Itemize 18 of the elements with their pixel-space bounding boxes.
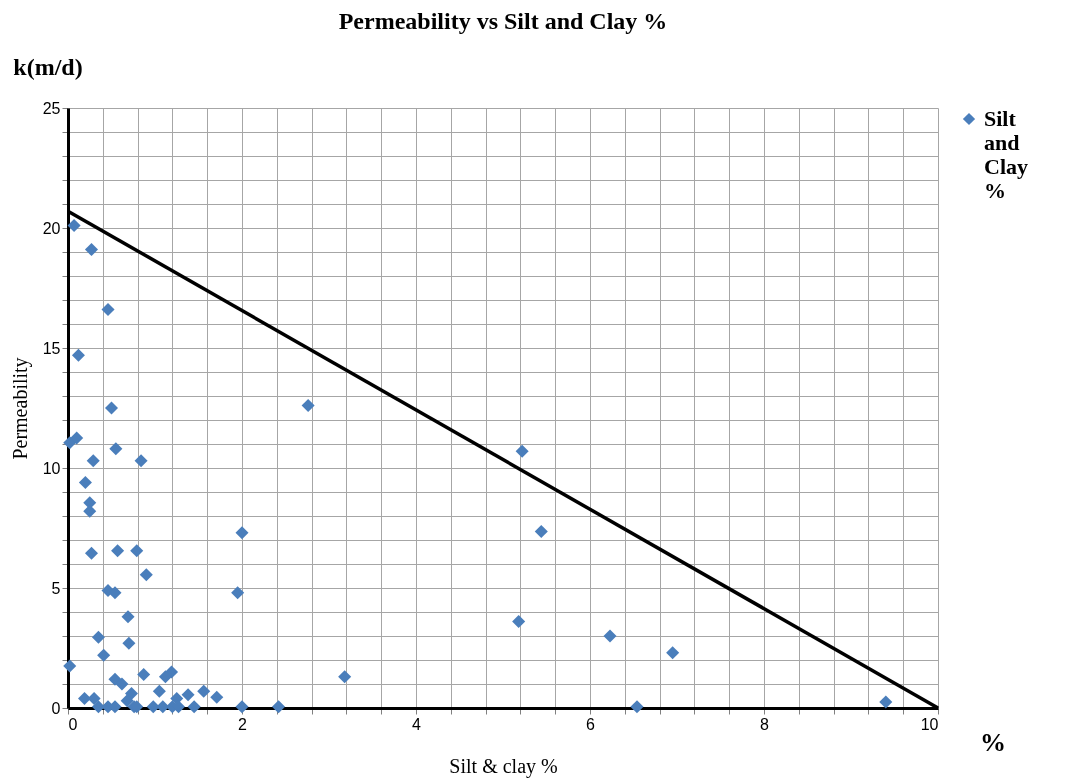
- y-tick-label: 20: [42, 219, 61, 237]
- text: %: [980, 728, 1006, 757]
- y-axis-title: Permeability: [8, 357, 32, 460]
- text: k(m/d): [13, 54, 83, 80]
- x-tick-label: 4: [412, 715, 422, 733]
- y-tick-label: 15: [42, 339, 61, 357]
- x-tick-label: 0: [68, 715, 78, 733]
- y-tick-label: 10: [42, 459, 61, 477]
- y-tick-label: 25: [42, 99, 61, 117]
- x-tick-label: 10: [920, 715, 939, 733]
- x-axis-title: Silt & clay %: [449, 754, 558, 778]
- legend-label: Silt and Clay %: [984, 106, 1028, 203]
- y-tick-label: 5: [51, 579, 61, 597]
- x-tick-label: 2: [238, 715, 248, 733]
- chart-title: Permeability vs Silt and Clay %: [338, 8, 668, 34]
- x-tick-label: 8: [760, 715, 770, 733]
- x-tick-label: 6: [586, 715, 596, 733]
- y-tick-label: 0: [51, 699, 61, 717]
